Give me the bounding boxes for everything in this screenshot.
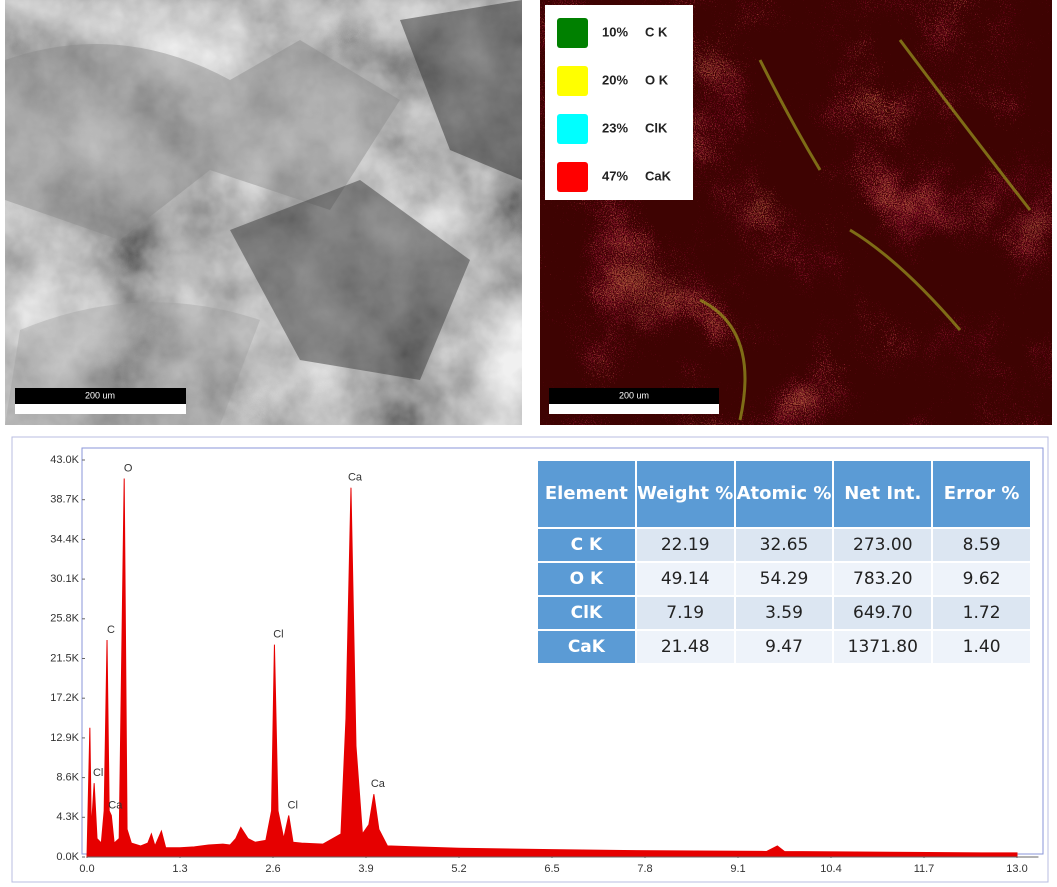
x-tick-label: 6.5 xyxy=(544,863,559,875)
legend-element: C K xyxy=(645,24,668,39)
legend-element: ClK xyxy=(645,120,668,135)
table-cell: 273.00 xyxy=(833,528,932,562)
x-tick-label: 2.6 xyxy=(265,863,280,875)
legend-percent: 20% xyxy=(602,72,628,87)
x-tick-label: 0.0 xyxy=(79,863,94,875)
element-cell: C K xyxy=(537,528,636,562)
legend-swatch xyxy=(557,18,588,48)
x-tick-label: 3.9 xyxy=(358,863,373,875)
legend-percent: 10% xyxy=(602,24,628,39)
y-tick-label: 12.9K xyxy=(50,732,79,744)
y-tick-label: 43.0K xyxy=(50,454,79,466)
y-tick-label: 0.0K xyxy=(56,851,79,863)
table-cell: 1.40 xyxy=(932,630,1031,664)
table-cell: 9.62 xyxy=(932,562,1031,596)
column-header: Atomic % xyxy=(735,460,834,528)
y-tick-label: 25.8K xyxy=(50,613,79,625)
legend-swatch xyxy=(557,162,588,192)
table-cell: 9.47 xyxy=(735,630,834,664)
column-header: Element xyxy=(537,460,636,528)
table-cell: 649.70 xyxy=(833,596,932,630)
peak-label: Cl xyxy=(93,767,103,779)
table-cell: 32.65 xyxy=(735,528,834,562)
x-tick-label: 7.8 xyxy=(637,863,652,875)
scale-bar-label: 200 um xyxy=(619,390,649,400)
legend-percent: 23% xyxy=(602,120,628,135)
legend-swatch xyxy=(557,66,588,96)
legend-swatch xyxy=(557,114,588,144)
y-tick-label: 30.1K xyxy=(50,573,79,585)
x-tick-label: 1.3 xyxy=(172,863,187,875)
y-tick-label: 21.5K xyxy=(50,652,79,664)
x-tick-label: 5.2 xyxy=(451,863,466,875)
peak-label: Ca xyxy=(108,799,123,811)
figure-canvas: 200 um 10% C K 20% O K 23% ClK 47% CaK 200 um 0… xyxy=(0,0,1057,887)
column-header: Error % xyxy=(932,460,1031,528)
table-cell: 22.19 xyxy=(636,528,735,562)
peak-label: Ca xyxy=(348,472,363,484)
x-tick-label: 11.7 xyxy=(914,863,935,875)
x-tick-label: 9.1 xyxy=(730,863,745,875)
sem-image: 200 um xyxy=(5,0,522,425)
element-cell: ClK xyxy=(537,596,636,630)
peak-label: Cl xyxy=(288,799,298,811)
table-cell: 8.59 xyxy=(932,528,1031,562)
table-cell: 49.14 xyxy=(636,562,735,596)
column-header: Net Int. xyxy=(833,460,932,528)
y-tick-label: 8.6K xyxy=(56,772,79,784)
y-tick-label: 34.4K xyxy=(50,533,79,545)
table-cell: 21.48 xyxy=(636,630,735,664)
element-cell: O K xyxy=(537,562,636,596)
table-cell: 1.72 xyxy=(932,596,1031,630)
table-cell: 783.20 xyxy=(833,562,932,596)
table-cell: 3.59 xyxy=(735,596,834,630)
legend-element: CaK xyxy=(645,168,672,183)
y-tick-label: 4.3K xyxy=(56,811,79,823)
column-header: Weight % xyxy=(636,460,735,528)
scale-bar xyxy=(549,404,719,414)
table-cell: 54.29 xyxy=(735,562,834,596)
x-tick-label: 10.4 xyxy=(820,863,841,875)
scale-bar-label: 200 um xyxy=(85,390,115,400)
element-cell: CaK xyxy=(537,630,636,664)
legend-element: O K xyxy=(645,72,669,87)
legend-percent: 47% xyxy=(602,168,628,183)
x-tick-label: 13.0 xyxy=(1006,863,1027,875)
peak-label: Ca xyxy=(371,778,386,790)
y-tick-label: 17.2K xyxy=(50,692,79,704)
peak-label: C xyxy=(107,624,115,636)
table-cell: 7.19 xyxy=(636,596,735,630)
table-cell: 1371.80 xyxy=(833,630,932,664)
y-tick-label: 38.7K xyxy=(50,494,79,506)
scale-bar xyxy=(15,404,186,414)
peak-label: Cl xyxy=(273,629,283,641)
peak-label: O xyxy=(124,462,133,474)
eds-map: 10% C K 20% O K 23% ClK 47% CaK 200 um xyxy=(540,0,1052,425)
figure: 200 um 10% C K 20% O K 23% ClK 47% CaK 200 um 0… xyxy=(0,0,1057,887)
